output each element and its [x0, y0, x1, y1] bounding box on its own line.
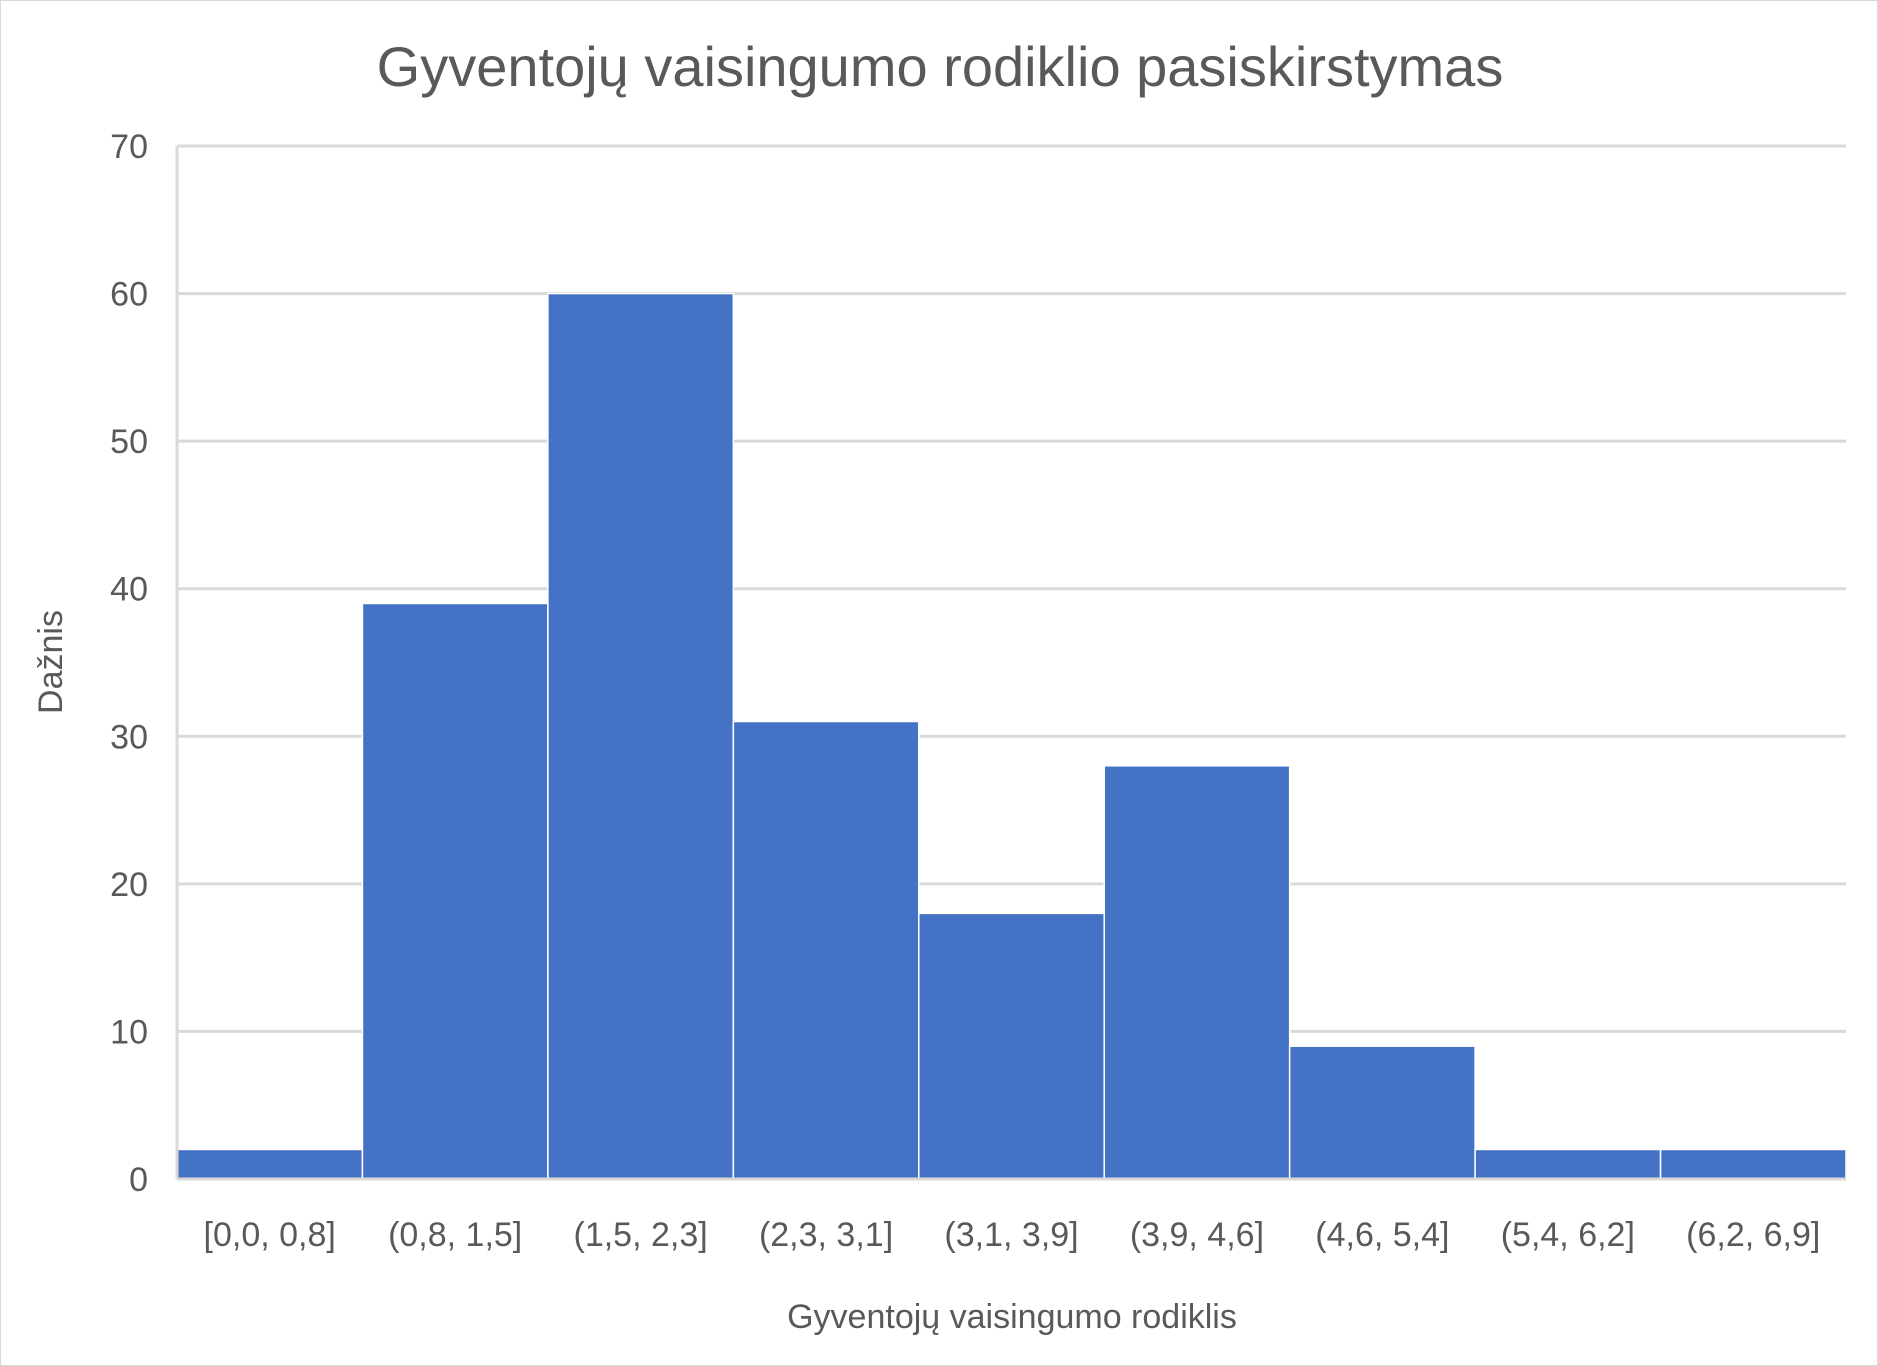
x-axis-tick-labels: [0,0, 0,8] (0,8, 1,5] (1,5, 2,3] (2,3, 3,1]… [204, 1216, 1821, 1254]
bars [176, 292, 1847, 1180]
bar-6 [1103, 765, 1291, 1180]
y-axis-tick-labels: 0 10 20 30 40 50 60 70 [110, 128, 148, 1199]
bar-7 [1288, 1045, 1476, 1180]
x-tick-label: (0,8, 1,5] [388, 1216, 522, 1254]
y-tick-label: 60 [110, 276, 148, 314]
y-tick-label: 50 [110, 423, 148, 461]
x-tick-label: (5,4, 6,2] [1501, 1216, 1635, 1254]
y-tick-label: 30 [110, 718, 148, 756]
x-tick-label: (3,9, 4,6] [1130, 1216, 1264, 1254]
bar-9 [1659, 1148, 1847, 1180]
y-tick-label: 70 [110, 128, 148, 166]
y-tick-label: 20 [110, 866, 148, 904]
bar-2 [361, 602, 549, 1180]
bar-1 [176, 1148, 364, 1180]
bar-3 [547, 292, 735, 1180]
y-tick-label: 0 [129, 1161, 148, 1199]
bar-8 [1474, 1148, 1662, 1180]
y-tick-label: 10 [110, 1013, 148, 1051]
x-axis-label: Gyventojų vaisingumo rodiklis [787, 1298, 1237, 1336]
x-tick-label: (6,2, 6,9] [1686, 1216, 1820, 1254]
y-tick-label: 40 [110, 571, 148, 609]
x-tick-label: (1,5, 2,3] [574, 1216, 708, 1254]
y-axis-label: Dažnis [32, 610, 70, 714]
bar-4 [732, 720, 920, 1180]
x-tick-label: (4,6, 5,4] [1315, 1216, 1449, 1254]
x-tick-label: [0,0, 0,8] [204, 1216, 336, 1254]
bar-5 [918, 912, 1105, 1180]
chart-title: Gyventojų vaisingumo rodiklio pasiskirst… [377, 35, 1504, 98]
x-tick-label: (2,3, 3,1] [759, 1216, 893, 1254]
x-tick-label: (3,1, 3,9] [944, 1216, 1078, 1254]
